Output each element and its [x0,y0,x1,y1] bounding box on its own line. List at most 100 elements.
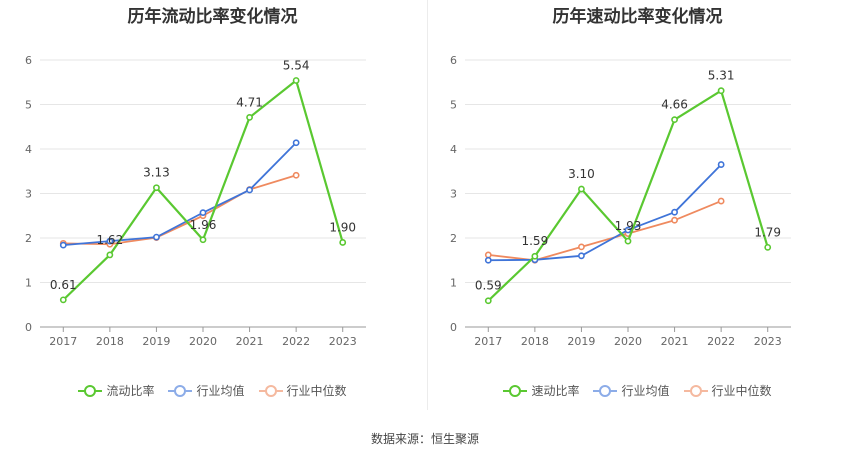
data-label: 0.59 [475,279,502,293]
data-point [292,171,300,179]
y-tick-label: 0 [25,321,32,334]
x-tick-label: 2018 [521,335,549,348]
data-point [292,139,300,147]
y-tick-label: 4 [450,143,457,156]
data-point [339,239,347,246]
legend-label: 行业均值 [196,384,245,398]
data-point [624,237,632,245]
x-tick-label: 2018 [96,335,124,348]
chart-panel-quick-ratio: 历年速动比率变化情况 0 1 2 3 4 5 6 2017 2018 2019 2020 2021 20… [425,0,850,420]
legend-marker [683,384,708,398]
legend-marker [78,384,103,398]
data-label: 3.13 [143,166,170,180]
x-tick-label: 2020 [614,335,642,348]
y-tick-label: 1 [450,277,457,290]
legend-item[interactable]: 行业均值 [168,382,245,399]
data-label: 5.54 [283,58,310,72]
y-tick-label: 5 [25,99,32,112]
x-tick-label: 2021 [661,335,689,348]
data-point [484,256,492,264]
x-tick-label: 2023 [754,335,782,348]
chart-legend: 速动比率 行业均值 行业中位数 [425,382,850,399]
chart-title: 历年流动比率变化情况 [127,7,298,27]
x-tick-label: 2022 [282,335,310,348]
legend-label: 行业均值 [621,384,670,398]
data-point [59,296,67,304]
data-point [578,243,585,251]
y-tick-label: 1 [25,277,32,290]
legend-item[interactable]: 行业均值 [593,382,670,399]
data-point [764,243,772,251]
y-tick-label: 5 [450,99,457,112]
x-tick-label: 2022 [707,335,735,348]
data-point [153,184,160,192]
data-point [578,252,585,260]
x-tick-label: 2019 [567,335,595,348]
data-source-note: 数据来源：恒生聚源 [370,432,479,446]
legend-item[interactable]: 行业中位数 [258,382,347,399]
y-tick-label: 2 [25,232,32,245]
y-tick-label: 4 [25,143,32,156]
x-tick-label: 2017 [474,335,502,348]
data-point [246,114,253,121]
y-tick-label: 3 [450,188,457,201]
data-point [671,116,678,124]
legend-label: 行业中位数 [286,384,347,398]
data-label: 3.10 [568,167,595,181]
legend-label: 行业中位数 [711,384,772,398]
data-point [484,297,492,305]
series-line [63,142,297,247]
data-point [717,87,725,95]
series-line [488,163,722,262]
data-point [671,208,678,216]
legend-marker [593,384,618,398]
series-line [62,79,344,301]
data-point [484,251,492,259]
y-tick-label: 3 [25,188,32,201]
data-point [624,226,632,234]
data-point [59,241,67,249]
data-point [106,237,114,245]
series-line [488,200,722,262]
x-tick-label: 2017 [49,335,77,348]
series-line [63,174,297,246]
data-point [246,186,253,194]
data-point [717,161,725,168]
legend-label: 速动比率 [531,384,580,398]
data-point [671,216,678,224]
chart-title: 历年速动比率变化情况 [552,7,723,27]
data-label: 4.71 [236,95,263,109]
data-point [578,185,585,193]
legend-marker [258,384,283,398]
x-tick-label: 2021 [236,335,264,348]
data-point [153,233,160,241]
data-point [531,252,539,260]
legend-item[interactable]: 行业中位数 [683,382,772,399]
data-label: 1.79 [754,225,781,239]
series-line [487,89,769,302]
x-tick-label: 2019 [142,335,170,348]
y-tick-label: 2 [450,232,457,245]
data-label: 5.31 [708,69,735,83]
data-point [106,251,114,259]
legend-label: 流动比率 [106,384,155,398]
chart-legend: 流动比率 行业均值 行业中位数 [0,382,425,399]
x-tick-label: 2020 [189,335,217,348]
legend-item[interactable]: 速动比率 [503,382,579,399]
data-label: 1.96 [190,218,217,232]
legend-item[interactable]: 流动比率 [78,382,154,399]
data-label: 1.59 [521,234,548,248]
data-point [717,197,725,205]
y-tick-label: 6 [450,54,457,67]
data-point [199,236,207,244]
y-tick-label: 0 [450,321,457,334]
data-point [292,77,300,84]
legend-marker [503,384,528,398]
x-tick-label: 2023 [329,335,357,348]
chart-plot: 0 1 2 3 4 5 6 2017 2018 2019 2020 2021 2022 2023 0.59 1… [450,54,791,348]
chart-plot: 0 1 2 3 4 5 6 2017 2018 2019 2020 2021 2022 2023 0.61 1… [25,54,366,348]
data-point [199,209,207,217]
panel-divider [427,0,428,410]
data-label: 0.61 [50,278,77,292]
chart-panel-current-ratio: 历年流动比率变化情况 0 1 2 3 4 5 6 2017 2018 2019 2020 2021 20… [0,0,425,420]
